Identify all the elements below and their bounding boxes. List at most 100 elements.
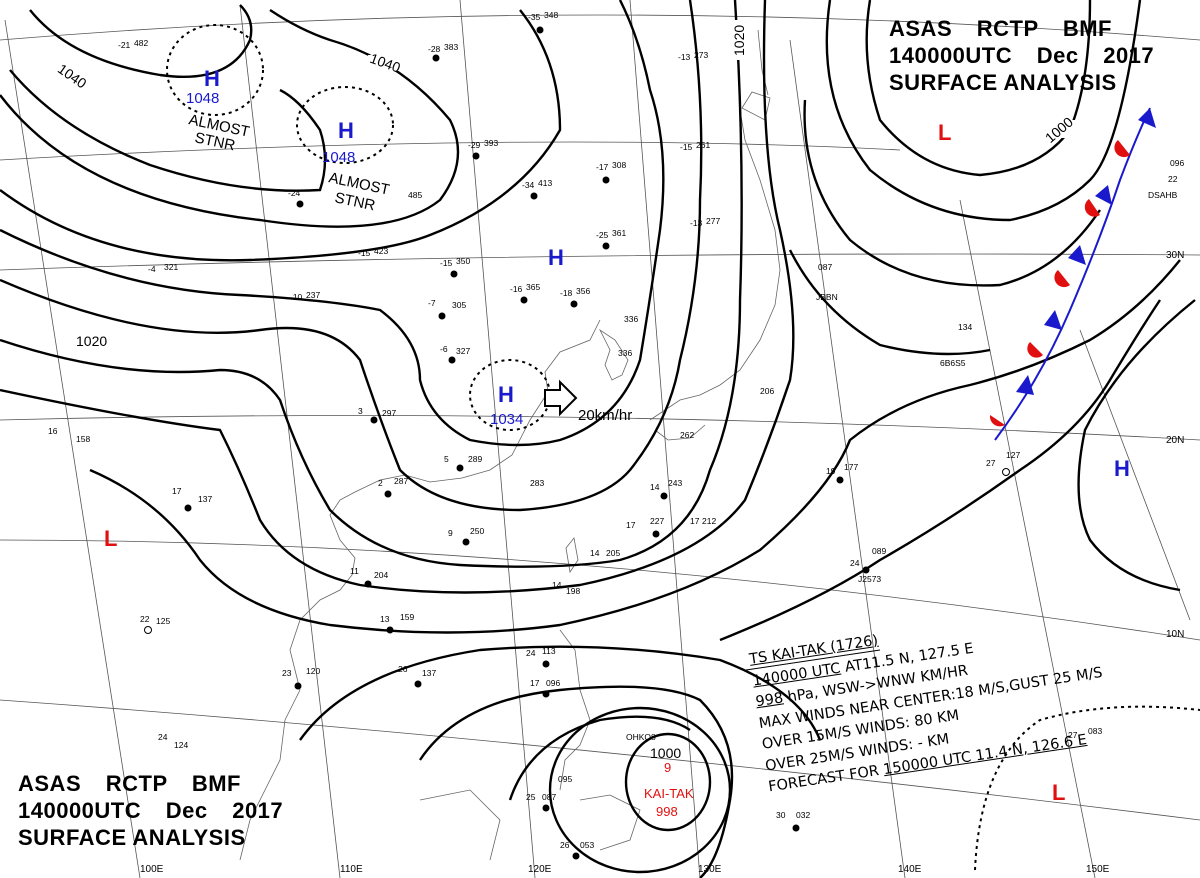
svg-text:032: 032 xyxy=(796,810,810,820)
station-plot: 22 125 xyxy=(140,614,170,634)
station-plot: 24 113 xyxy=(526,646,556,668)
svg-text:-4: -4 xyxy=(148,264,156,274)
front-semicircle xyxy=(989,415,1005,427)
svg-text:22: 22 xyxy=(1168,174,1178,184)
svg-text:212: 212 xyxy=(702,516,716,526)
svg-text:321: 321 xyxy=(164,262,178,272)
station-plot: 14 205 xyxy=(590,548,620,558)
station-plot: -16 365 xyxy=(510,282,540,304)
typhoon-ring-outer xyxy=(548,706,732,874)
high-symbol: H xyxy=(548,245,564,270)
svg-text:24: 24 xyxy=(850,558,860,568)
station-plot: -29 393 xyxy=(468,138,498,160)
front-line xyxy=(994,107,1151,441)
parallel-40n xyxy=(0,14,1200,41)
header-line-3: SURFACE ANALYSIS xyxy=(18,825,246,850)
meridian-100e xyxy=(4,19,141,878)
isobar-ridge-2 xyxy=(0,9,562,262)
svg-text:24: 24 xyxy=(158,732,168,742)
svg-text:243: 243 xyxy=(668,478,682,488)
svg-text:27: 27 xyxy=(1068,730,1078,740)
station-plot: 14 198 xyxy=(552,580,580,596)
isobar-ridge-4 xyxy=(0,0,703,512)
warm-front-semicircles xyxy=(989,140,1130,427)
svg-text:273: 273 xyxy=(694,50,708,60)
isobar-south-3 xyxy=(299,645,822,741)
station-plot: 13 159 xyxy=(380,612,414,634)
header-line-1: ASAS RCTP BMF xyxy=(889,16,1112,41)
svg-text:205: 205 xyxy=(606,548,620,558)
coast-hokkaido xyxy=(741,91,771,121)
front-semicircle xyxy=(1084,199,1100,217)
parallel-20n xyxy=(0,415,1200,441)
svg-text:17: 17 xyxy=(172,486,182,496)
typhoon-symbol: 9 KAI-TAK 998 xyxy=(644,760,694,819)
typhoon-name: KAI-TAK xyxy=(644,786,694,801)
isobar-ne-2 xyxy=(825,0,1142,222)
svg-text:198: 198 xyxy=(566,586,580,596)
front-semicircle xyxy=(1054,270,1070,288)
isobar-label: 1020 xyxy=(76,333,107,349)
svg-text:120: 120 xyxy=(306,666,320,676)
isobar-south-2 xyxy=(508,715,691,801)
svg-text:26: 26 xyxy=(398,664,408,674)
station-plot: -15 261 xyxy=(680,140,710,152)
svg-text:087: 087 xyxy=(542,792,556,802)
lat-label: 30N xyxy=(1166,250,1184,261)
header-line-1: ASAS RCTP BMF xyxy=(18,771,241,796)
header-line-2: 140000UTC Dec 2017 xyxy=(889,43,1155,68)
svg-text:361: 361 xyxy=(612,228,626,238)
station-plot: -15 350 xyxy=(440,256,470,278)
station-plot: 17 227 xyxy=(626,516,664,538)
svg-text:485: 485 xyxy=(408,190,422,200)
station-plot: 3 297 xyxy=(358,406,396,424)
svg-text:327: 327 xyxy=(456,346,470,356)
station-plot: -6 327 xyxy=(440,344,470,364)
meridian-120e xyxy=(459,0,536,878)
svg-text:-15: -15 xyxy=(440,258,453,268)
station-plot: 11 204 xyxy=(350,566,388,588)
coast-sakhalin xyxy=(757,29,769,96)
station-plot: 17 096 xyxy=(530,678,560,698)
arrow-shape xyxy=(544,379,578,417)
typhoon-isobar-label: 1000 xyxy=(650,745,681,761)
svg-text:423: 423 xyxy=(374,246,388,256)
svg-text:087: 087 xyxy=(818,262,832,272)
station-plot: 24 089 xyxy=(850,546,886,574)
svg-text:159: 159 xyxy=(400,612,414,622)
svg-text:125: 125 xyxy=(156,616,170,626)
station-plot: -21 482 xyxy=(118,38,148,50)
svg-text:393: 393 xyxy=(484,138,498,148)
coast-taiwan xyxy=(565,537,579,574)
station-plot: -25 361 xyxy=(596,228,626,250)
station-plot: 22 096 xyxy=(1168,158,1184,184)
station-plot: 19 177 xyxy=(826,462,858,484)
svg-text:-10: -10 xyxy=(290,292,303,302)
low-symbol: L xyxy=(938,120,951,145)
lat-label: 20N xyxy=(1166,435,1184,446)
station-plot: 17 137 xyxy=(172,486,212,512)
svg-text:336: 336 xyxy=(624,314,638,324)
svg-text:9: 9 xyxy=(448,528,453,538)
isobar-1020 xyxy=(0,0,743,568)
svg-text:482: 482 xyxy=(134,38,148,48)
coast-china xyxy=(289,319,601,691)
svg-text:308: 308 xyxy=(612,160,626,170)
svg-text:365: 365 xyxy=(526,282,540,292)
svg-text:127: 127 xyxy=(1006,450,1020,460)
svg-text:14: 14 xyxy=(590,548,600,558)
lon-label: 140E xyxy=(898,864,922,875)
svg-text:-6: -6 xyxy=(440,344,448,354)
station-plot: -7 305 xyxy=(428,298,466,320)
svg-text:134: 134 xyxy=(958,322,972,332)
coast-korea xyxy=(598,328,629,381)
svg-text:250: 250 xyxy=(470,526,484,536)
station-plot: -13 273 xyxy=(678,50,708,62)
station-plot: 087 xyxy=(818,262,832,272)
front-semicircle xyxy=(1114,140,1130,158)
station-id: 6B6S5 xyxy=(940,358,966,368)
high-symbol: H xyxy=(204,66,220,91)
svg-text:177: 177 xyxy=(844,462,858,472)
svg-text:350: 350 xyxy=(456,256,470,266)
meridian-150e xyxy=(959,199,1096,878)
